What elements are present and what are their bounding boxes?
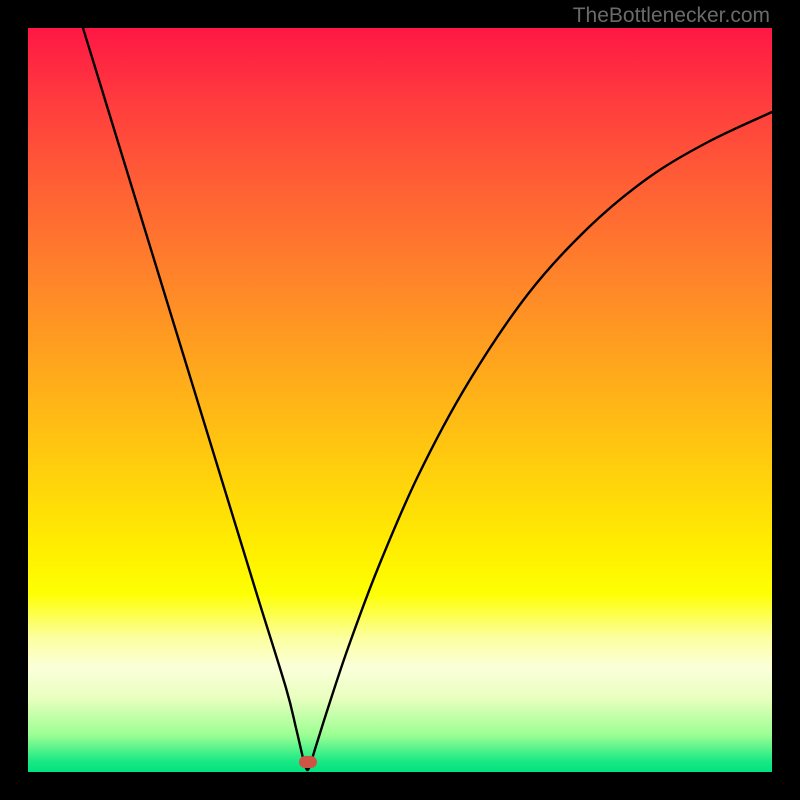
chart-frame: TheBottlenecker.com bbox=[0, 0, 800, 800]
watermark-text: TheBottlenecker.com bbox=[573, 4, 770, 28]
curve-line bbox=[28, 28, 772, 772]
vertex-marker bbox=[299, 756, 317, 768]
plot-area bbox=[28, 28, 772, 772]
